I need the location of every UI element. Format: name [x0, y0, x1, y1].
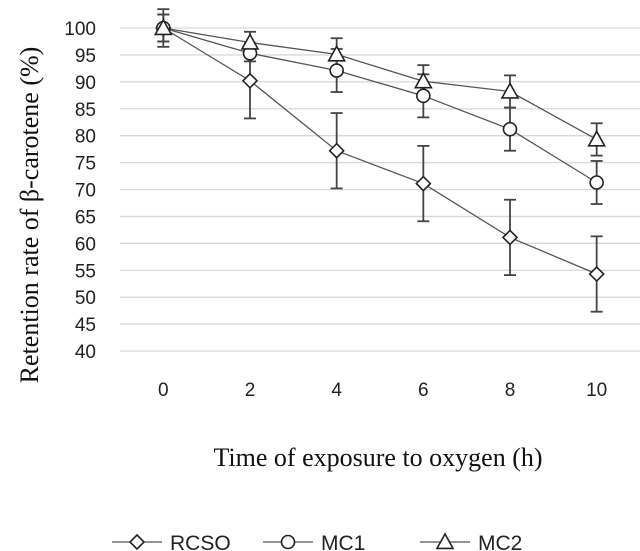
rcso-point: [241, 72, 259, 89]
rcso-point: [501, 229, 519, 246]
mc1-point: [589, 175, 604, 190]
x-axis-title: Time of exposure to oxygen (h): [213, 443, 542, 472]
legend-mc2-marker: [435, 532, 455, 550]
y-tick-label: 85: [75, 100, 96, 121]
mc1-point: [502, 121, 518, 137]
y-tick-label: 55: [75, 261, 96, 282]
legend-mc1-marker: [280, 534, 296, 550]
x-tick-label: 2: [245, 380, 256, 401]
y-tick-label: 65: [75, 207, 96, 228]
rcso-point: [588, 265, 605, 283]
mc1-series-line: [163, 27, 598, 184]
legend: RCSO MC1 MC2: [112, 532, 522, 551]
y-tick-label: 100: [64, 19, 96, 40]
mc2-series-line: [163, 27, 597, 141]
grid-lines: [120, 27, 640, 352]
legend-rcso-label: RCSO: [170, 532, 231, 551]
x-tick-label: 0: [158, 380, 169, 401]
x-tick-label: 6: [418, 380, 429, 401]
y-tick-label: 50: [75, 288, 96, 309]
y-tick-label: 90: [75, 73, 96, 94]
x-tick-label: 4: [331, 380, 342, 401]
y-tick-label: 40: [75, 342, 96, 363]
rcso-point: [415, 175, 432, 192]
y-tick-labels: 40 45 50 55 60 65 70 75 80 85 90 95 100: [64, 19, 96, 363]
x-tick-labels: 0 2 4 6 8 10: [158, 380, 607, 401]
mc1-point: [329, 63, 344, 78]
mc2-point: [240, 32, 260, 50]
y-tick-label: 95: [75, 46, 96, 67]
mc2-point: [587, 129, 607, 147]
rcso-series-line: [162, 27, 597, 275]
legend-mc2-label: MC2: [478, 532, 522, 551]
legend-rcso-marker: [128, 533, 146, 551]
mc2-point: [413, 71, 433, 89]
y-tick-label: 70: [75, 181, 96, 202]
y-tick-label: 80: [75, 127, 96, 148]
rcso-point: [328, 142, 345, 159]
legend-mc1-label: MC1: [321, 532, 365, 551]
series-lines: [162, 27, 598, 275]
x-tick-label: 10: [586, 380, 607, 401]
y-axis-title: Retention rate of β-carotene (%): [15, 47, 44, 384]
mc2-point: [327, 44, 347, 62]
y-tick-label: 75: [75, 154, 96, 175]
x-tick-label: 8: [505, 380, 516, 401]
series-markers: [153, 18, 607, 283]
mc1-point: [416, 88, 431, 104]
mc2-point: [153, 18, 173, 36]
y-tick-label: 60: [75, 234, 96, 255]
mc2-point: [500, 81, 520, 99]
y-tick-label: 45: [75, 315, 96, 336]
